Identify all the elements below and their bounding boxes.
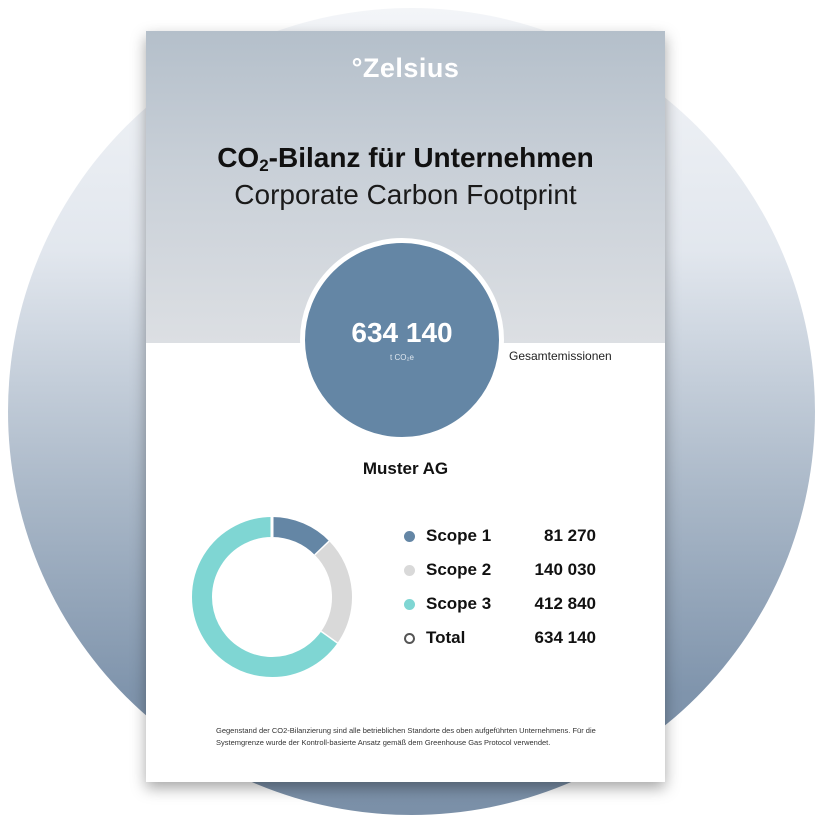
legend-value: 634 140 bbox=[534, 628, 596, 647]
report-sheet: °Zelsius CO2-Bilanz für Unternehmen Corp… bbox=[146, 31, 665, 782]
legend-label: Scope 1 bbox=[426, 526, 492, 545]
legend-value: 81 270 bbox=[544, 526, 596, 545]
legend-row-total: Total 634 140 bbox=[404, 626, 604, 660]
total-emissions-circle: 634 140 t CO₂e bbox=[300, 238, 504, 442]
legend-dot-scope-1 bbox=[404, 531, 415, 542]
donut-slice-scope-3 bbox=[192, 517, 338, 677]
legend-value: 140 030 bbox=[534, 560, 596, 579]
legend-dot-scope-2 bbox=[404, 565, 415, 576]
title-english: Corporate Carbon Footprint bbox=[234, 179, 577, 210]
legend-dot-total bbox=[404, 633, 415, 644]
total-emissions-value: 634 140 bbox=[351, 317, 453, 348]
legend-row-scope-3: Scope 3 412 840 bbox=[404, 592, 604, 626]
title-german: CO2-Bilanz für Unternehmen bbox=[217, 142, 594, 175]
donut-slice-scope-1 bbox=[271, 517, 330, 556]
zelsius-logo: °Zelsius bbox=[351, 53, 460, 83]
legend-label: Scope 3 bbox=[426, 594, 492, 613]
legend-value: 412 840 bbox=[534, 594, 596, 613]
footnote: Gegenstand der CO2-Bilanzierung sind all… bbox=[216, 726, 596, 747]
total-emissions-unit: t CO₂e bbox=[390, 353, 414, 362]
donut-slice-scope-2 bbox=[314, 541, 352, 644]
legend-label: Scope 2 bbox=[426, 560, 492, 579]
donut-separator bbox=[319, 630, 338, 645]
company-name: Muster AG bbox=[362, 459, 449, 478]
legend-dot-scope-3 bbox=[404, 599, 415, 610]
scope-donut-chart bbox=[192, 517, 352, 677]
scope-legend: Scope 1 81 270 Scope 2 140 030 Scope 3 412 84… bbox=[404, 524, 604, 660]
legend-label: Total bbox=[426, 628, 466, 647]
total-emissions-label: Gesamtemissionen bbox=[509, 349, 612, 363]
legend-row-scope-1: Scope 1 81 270 bbox=[404, 524, 604, 558]
legend-row-scope-2: Scope 2 140 030 bbox=[404, 558, 604, 592]
